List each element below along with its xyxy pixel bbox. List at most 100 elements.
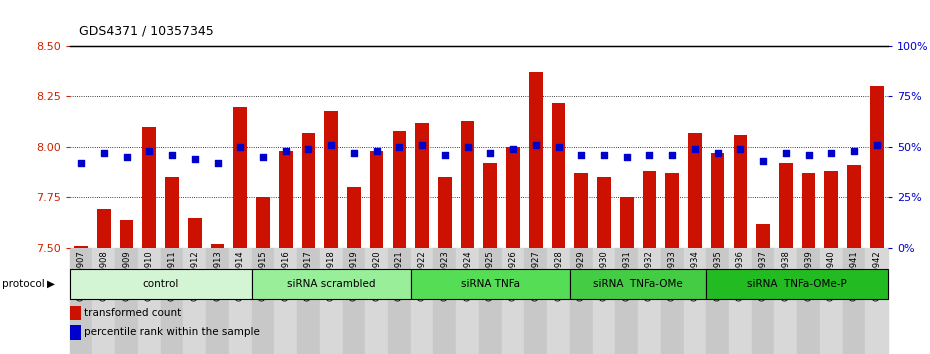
Bar xyxy=(525,248,547,354)
Text: siRNA TNFa: siRNA TNFa xyxy=(461,279,520,289)
Bar xyxy=(729,248,751,354)
Bar xyxy=(484,163,498,248)
Bar xyxy=(734,135,747,248)
Bar xyxy=(551,103,565,248)
Bar xyxy=(529,72,542,248)
Point xyxy=(142,148,157,154)
Bar xyxy=(433,248,457,354)
Bar xyxy=(233,107,247,248)
Bar xyxy=(411,248,433,354)
Text: siRNA  TNFa-OMe-P: siRNA TNFa-OMe-P xyxy=(748,279,847,289)
Bar xyxy=(70,269,252,299)
Bar xyxy=(779,163,792,248)
Bar xyxy=(438,177,452,248)
Point xyxy=(301,146,316,152)
Bar xyxy=(570,269,706,299)
Bar xyxy=(325,110,338,248)
Bar xyxy=(274,248,297,354)
Bar xyxy=(166,177,179,248)
Bar xyxy=(97,210,111,248)
Point xyxy=(232,144,247,150)
Bar xyxy=(416,123,429,248)
Bar xyxy=(206,248,229,354)
Point xyxy=(347,150,362,156)
Point xyxy=(551,144,566,150)
Text: protocol: protocol xyxy=(2,279,45,289)
Point xyxy=(711,150,725,156)
Point xyxy=(483,150,498,156)
Bar xyxy=(802,173,816,248)
Bar xyxy=(547,248,570,354)
Bar xyxy=(843,248,866,354)
Point xyxy=(619,154,634,160)
Bar xyxy=(847,165,861,248)
Bar xyxy=(688,133,702,248)
Bar xyxy=(142,127,156,248)
Point xyxy=(528,142,543,148)
Point xyxy=(392,144,406,150)
Bar xyxy=(320,248,342,354)
Bar xyxy=(592,248,616,354)
Bar xyxy=(161,248,183,354)
Bar xyxy=(252,248,274,354)
Text: ▶: ▶ xyxy=(46,279,55,289)
Point xyxy=(278,148,293,154)
Bar xyxy=(479,248,501,354)
Point xyxy=(846,148,861,154)
Text: siRNA  TNFa-OMe: siRNA TNFa-OMe xyxy=(593,279,683,289)
Bar xyxy=(457,248,479,354)
Bar xyxy=(183,248,206,354)
Point xyxy=(506,146,521,152)
Bar xyxy=(120,219,133,248)
Bar xyxy=(211,244,224,248)
Point xyxy=(665,152,680,158)
Bar xyxy=(597,177,611,248)
Text: percentile rank within the sample: percentile rank within the sample xyxy=(84,327,259,337)
Point xyxy=(733,146,748,152)
Point xyxy=(642,152,657,158)
Bar xyxy=(665,173,679,248)
Bar xyxy=(616,248,638,354)
Bar xyxy=(575,173,588,248)
Bar xyxy=(279,151,293,248)
Bar xyxy=(342,248,365,354)
Bar xyxy=(92,248,115,354)
Bar xyxy=(392,131,406,248)
Bar xyxy=(506,147,520,248)
Bar xyxy=(870,86,884,248)
Bar xyxy=(684,248,706,354)
Bar xyxy=(706,269,888,299)
Point xyxy=(596,152,611,158)
Bar xyxy=(347,187,361,248)
Point xyxy=(97,150,112,156)
Bar xyxy=(820,248,843,354)
Point xyxy=(256,154,271,160)
Bar xyxy=(370,151,383,248)
Bar xyxy=(751,248,775,354)
Bar xyxy=(638,248,661,354)
Bar xyxy=(188,217,202,248)
Bar xyxy=(756,224,770,248)
Bar xyxy=(115,248,138,354)
Point xyxy=(801,152,816,158)
Bar xyxy=(388,248,411,354)
Point xyxy=(369,148,384,154)
Text: control: control xyxy=(142,279,179,289)
Point xyxy=(165,152,179,158)
Point xyxy=(187,156,202,162)
Point xyxy=(73,160,88,166)
Point xyxy=(460,144,475,150)
Bar xyxy=(411,269,570,299)
Point xyxy=(574,152,589,158)
Bar xyxy=(825,171,838,248)
Bar xyxy=(256,197,270,248)
Point xyxy=(415,142,430,148)
Text: siRNA scrambled: siRNA scrambled xyxy=(287,279,376,289)
Point xyxy=(824,150,839,156)
Point xyxy=(437,152,452,158)
Point xyxy=(756,158,771,164)
Point xyxy=(324,142,339,148)
Point xyxy=(119,154,134,160)
Point xyxy=(778,150,793,156)
Bar xyxy=(252,269,411,299)
